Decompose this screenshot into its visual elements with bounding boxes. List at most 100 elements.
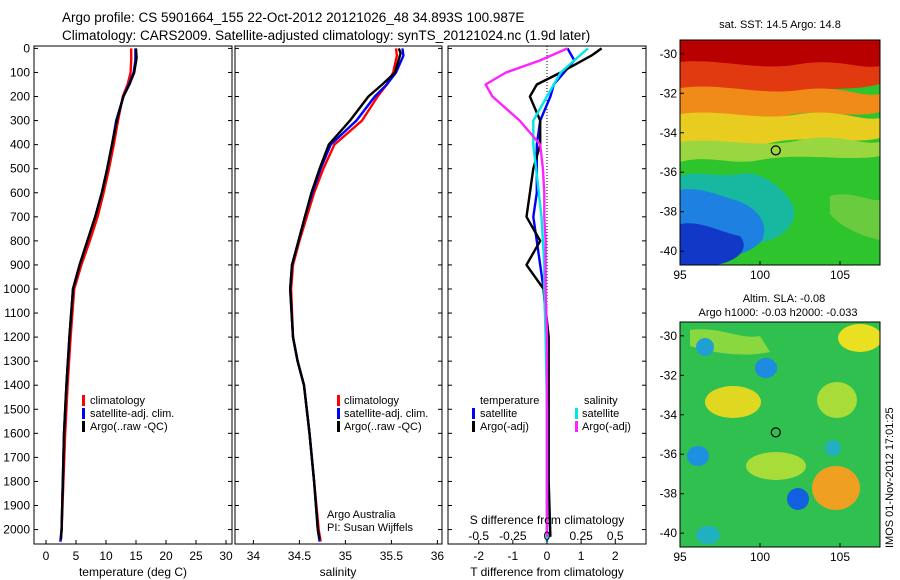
depth-tick-label: 1600 [3, 426, 30, 440]
temp-xtick-label: 20 [159, 549, 173, 563]
temp-xtick-label: 5 [73, 549, 80, 563]
temp-xtick-label: 0 [43, 549, 50, 563]
sla-ytick-label: -34 [660, 408, 678, 422]
sal-diff-tick-label: 0.5 [607, 529, 624, 543]
sal-xtick-label: 35 [339, 549, 353, 563]
sla-map-title-line1: Altim. SLA: -0.08 [743, 293, 826, 305]
sla-blob-yellowgreen-e [817, 382, 857, 418]
sst-xtick-label: 100 [750, 268, 770, 282]
temp-xtick-label: 15 [129, 549, 143, 563]
temp-legend-swatch-climatology [82, 395, 85, 406]
sal-diff-tick-label: 0 [544, 529, 551, 543]
diff-series-1 [525, 47, 603, 537]
difference-xlabel: T difference from climatology [470, 565, 624, 579]
temperature-ticks: 0 5 10 15 20 25 300100200300400500600700800900… [3, 41, 233, 563]
sst-map-ticks: 95 100 105 -30 -32 -34 -36 -38 -40 [660, 47, 851, 282]
salinity-xlabel: salinity [320, 565, 357, 579]
salinity-annotation-line1: Argo Australia [327, 509, 396, 521]
temp-legend-argo: Argo(..raw -QC) [90, 421, 168, 433]
sla-xtick-label: 100 [750, 550, 770, 564]
salinity-annotation-line2: PI: Susan Wijffels [327, 522, 413, 534]
sst-map-frame [679, 39, 881, 266]
imos-timestamp: IMOS 01-Nov-2012 17:01:25 [884, 407, 896, 548]
sal-diff-tick-label: 0.25 [569, 529, 593, 543]
depth-tick-label: 1200 [3, 330, 30, 344]
sal-legend-swatch-satellite [337, 408, 340, 419]
diff-legend-swatch-s-argo [575, 421, 578, 432]
salinity-panel: 34 34.5 35 35.5 36 salinity climatology sate… [234, 45, 444, 579]
sla-xtick-label: 95 [673, 550, 687, 564]
sla-ytick-label: -40 [660, 526, 678, 540]
sla-eddy-2 [696, 338, 714, 356]
sst-ytick-label: -36 [660, 165, 678, 179]
sst-band-red [680, 61, 880, 97]
sla-eddy-1 [755, 358, 777, 378]
depth-tick-label: 2000 [3, 523, 30, 537]
temp-xtick-label: 25 [189, 549, 203, 563]
depth-tick-label: 800 [10, 234, 30, 248]
temperature-legend: climatology satellite-adj. clim. Argo(..… [82, 395, 174, 433]
depth-tick-label: 1000 [3, 282, 30, 296]
sal-legend-argo: Argo(..raw -QC) [344, 421, 422, 433]
depth-tick-label: 600 [10, 186, 30, 200]
salinity-axes-frame [234, 45, 443, 545]
sst-argo-location-marker [770, 145, 781, 156]
sla-ytick-label: -30 [660, 329, 678, 343]
depth-tick-label: 900 [10, 258, 30, 272]
diff-xtick-label: 2 [612, 549, 619, 563]
sst-band-yellow [680, 112, 880, 150]
depth-tick-label: 0 [23, 41, 30, 55]
sla-blob-yellow-w [705, 386, 761, 418]
header-line1: Argo profile: CS 5901664_155 22-Oct-2012… [62, 10, 524, 25]
salinity-ticks: 34 34.5 35 35.5 36 [235, 47, 444, 563]
sst-heatmap [680, 40, 880, 265]
diff-xtick-label: -1 [508, 549, 519, 563]
difference-lines [484, 47, 603, 542]
difference-legend: temperature salinity satellite Argo(-adj… [472, 395, 631, 433]
temperature-xlabel: temperature (deg C) [79, 565, 187, 579]
salinity-legend: climatology satellite-adj. clim. Argo(..… [337, 395, 428, 433]
depth-tick-label: 200 [10, 90, 30, 104]
sla-blob-orange [812, 466, 860, 510]
sal-legend-swatch-climatology [337, 395, 340, 406]
sal-legend-satellite: satellite-adj. clim. [344, 408, 428, 420]
sst-ytick-label: -34 [660, 126, 678, 140]
diff-legend-t-argo: Argo(-adj) [480, 421, 529, 433]
diff-series-3 [484, 47, 568, 537]
diff-legend-s-argo: Argo(-adj) [582, 421, 631, 433]
sla-blob-yellowgreen-s [746, 452, 806, 480]
temp-xtick-label: 10 [99, 549, 113, 563]
sla-ytick-label: -36 [660, 447, 678, 461]
difference-ticks: -2 -1 0 1 2 [448, 47, 646, 563]
temp-series-2 [59, 48, 138, 540]
sla-map-panel: Altim. SLA: -0.08 Argo h1000: -0.03 h200… [660, 293, 881, 564]
sal-legend-climatology: climatology [344, 395, 400, 407]
sla-argo-location-marker [770, 427, 781, 438]
header-line2: Climatology: CARS2009. Satellite-adjuste… [62, 28, 590, 43]
sal-legend-swatch-argo [337, 421, 340, 432]
sal-xtick-label: 35.5 [380, 549, 404, 563]
depth-tick-label: 1800 [3, 474, 30, 488]
sst-ytick-label: -30 [660, 47, 678, 61]
sla-heatmap [680, 322, 880, 547]
diff-xtick-label: 1 [578, 549, 585, 563]
sla-map-frame [679, 321, 881, 548]
diff-legend-salinity-title: salinity [584, 395, 618, 407]
depth-tick-label: 500 [10, 162, 30, 176]
sla-ytick-label: -38 [660, 487, 678, 501]
difference-top-xlabel: S difference from climatology [470, 513, 625, 527]
depth-tick-label: 300 [10, 114, 30, 128]
temp-legend-satellite: satellite-adj. clim. [90, 408, 174, 420]
diff-legend-swatch-t-argo [472, 421, 475, 432]
temperature-panel: 0 5 10 15 20 25 300100200300400500600700800900… [3, 41, 233, 579]
depth-tick-label: 1900 [3, 499, 30, 513]
sal-diff-tick-label: -0.5 [468, 529, 489, 543]
depth-tick-label: 400 [10, 138, 30, 152]
sla-eddy-6 [696, 526, 720, 544]
sal-diff-tick-label: -0.25 [499, 529, 527, 543]
sst-xtick-label: 105 [830, 268, 850, 282]
diff-legend-s-satellite: satellite [582, 408, 619, 420]
sla-eddy-3 [687, 446, 709, 466]
sal-xtick-label: 34.5 [288, 549, 312, 563]
sla-map-title-line2: Argo h1000: -0.03 h2000: -0.033 [698, 307, 857, 319]
